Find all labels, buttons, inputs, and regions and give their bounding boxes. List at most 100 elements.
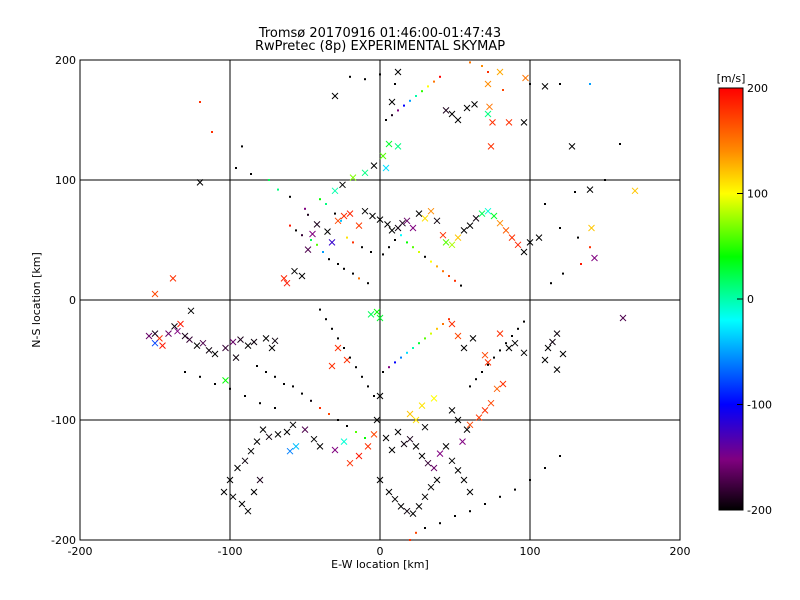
data-point-cross bbox=[397, 503, 405, 510]
data-point-dot bbox=[454, 279, 456, 282]
data-point-dot bbox=[268, 179, 270, 181]
data-point-dot bbox=[406, 351, 408, 354]
data-point-cross bbox=[454, 467, 462, 474]
data-point-dot bbox=[259, 402, 261, 405]
data-point-cross bbox=[466, 488, 474, 496]
data-point-dot bbox=[295, 229, 297, 232]
data-point-cross bbox=[466, 222, 474, 229]
data-point-cross bbox=[313, 221, 321, 228]
data-point-cross bbox=[159, 342, 166, 349]
data-point-dot bbox=[544, 467, 546, 469]
data-point-cross bbox=[459, 438, 466, 445]
data-point-cross bbox=[234, 464, 241, 472]
data-point-dot bbox=[337, 263, 339, 265]
data-point-dot bbox=[448, 318, 450, 321]
x-tick-label: 200 bbox=[670, 545, 691, 558]
data-point-dot bbox=[340, 219, 342, 222]
data-point-cross bbox=[222, 377, 229, 384]
data-point-dot bbox=[460, 284, 462, 287]
data-point-dot bbox=[502, 89, 504, 91]
data-point-dot bbox=[364, 78, 366, 81]
data-point-dot bbox=[493, 356, 495, 359]
data-point-cross bbox=[415, 503, 423, 510]
data-point-cross bbox=[430, 464, 438, 472]
data-point-cross bbox=[370, 431, 378, 438]
data-point-dot bbox=[394, 239, 396, 241]
data-point-dot bbox=[511, 335, 513, 337]
data-point-cross bbox=[454, 416, 462, 424]
data-point-dot bbox=[415, 95, 417, 97]
data-point-cross bbox=[442, 239, 450, 246]
data-point-cross bbox=[274, 431, 282, 438]
data-point-dot bbox=[475, 378, 477, 381]
x-tick-label: 0 bbox=[377, 545, 384, 558]
data-point-cross bbox=[484, 359, 492, 366]
data-point-dot bbox=[352, 272, 354, 275]
data-point-dot bbox=[199, 375, 201, 378]
data-point-cross bbox=[463, 426, 471, 433]
data-point-dot bbox=[439, 522, 441, 525]
data-point-cross bbox=[169, 275, 177, 282]
data-point-dot bbox=[427, 85, 429, 88]
data-point-cross bbox=[418, 452, 426, 460]
data-point-dot bbox=[283, 383, 285, 385]
data-point-cross bbox=[346, 210, 354, 217]
data-point-cross bbox=[220, 488, 228, 496]
data-point-cross bbox=[328, 239, 336, 246]
data-point-cross bbox=[331, 92, 339, 100]
data-point-cross bbox=[394, 68, 402, 76]
x-tick-label: 100 bbox=[520, 545, 541, 558]
data-point-cross bbox=[619, 314, 627, 322]
x-tick-label: -200 bbox=[68, 545, 93, 558]
data-point-cross bbox=[460, 476, 468, 484]
data-point-cross bbox=[549, 338, 556, 346]
colorbar-tick-label: 0 bbox=[747, 293, 754, 306]
data-point-dot bbox=[319, 407, 321, 409]
data-point-dot bbox=[310, 399, 312, 402]
data-point-dot bbox=[430, 260, 432, 263]
data-point-dot bbox=[199, 101, 201, 103]
data-point-dot bbox=[409, 99, 411, 102]
data-point-cross bbox=[412, 443, 420, 450]
data-point-dot bbox=[418, 251, 420, 253]
data-point-cross bbox=[280, 275, 288, 282]
data-point-dot bbox=[364, 437, 366, 439]
chart-subtitle: RwPretec (8p) EXPERIMENTAL SKYMAP bbox=[255, 39, 505, 54]
data-point-cross bbox=[496, 330, 504, 337]
data-point-cross bbox=[448, 241, 456, 249]
data-point-cross bbox=[232, 354, 240, 361]
data-point-cross bbox=[454, 332, 462, 340]
data-point-dot bbox=[424, 255, 426, 258]
data-point-cross bbox=[186, 336, 193, 343]
axis-ticks: -200 -100 0 100 200 -200 -100 0 100 200 bbox=[51, 54, 690, 558]
data-point-cross bbox=[454, 116, 462, 124]
data-point-dot bbox=[328, 413, 330, 415]
data-point-dot bbox=[559, 83, 561, 85]
data-point-dot bbox=[265, 371, 267, 373]
data-point-cross bbox=[421, 493, 429, 501]
data-point-cross bbox=[361, 169, 369, 177]
data-point-dot bbox=[319, 308, 321, 311]
data-point-dot bbox=[229, 387, 231, 390]
data-points bbox=[145, 61, 639, 541]
data-point-cross bbox=[286, 447, 294, 455]
data-point-cross bbox=[349, 174, 357, 181]
data-point-cross bbox=[310, 435, 318, 443]
data-point-cross bbox=[520, 119, 528, 126]
data-point-cross bbox=[427, 483, 435, 491]
data-point-cross bbox=[541, 356, 549, 364]
data-point-cross bbox=[388, 98, 396, 106]
data-point-dot bbox=[211, 131, 213, 133]
data-point-dot bbox=[385, 119, 387, 121]
data-point-cross bbox=[151, 339, 159, 347]
data-point-cross bbox=[541, 83, 549, 90]
data-point-dot bbox=[382, 253, 384, 256]
data-point-cross bbox=[460, 344, 468, 352]
data-point-cross bbox=[292, 443, 300, 450]
data-point-cross bbox=[391, 495, 399, 503]
data-point-cross bbox=[511, 339, 519, 347]
data-point-cross bbox=[301, 426, 309, 433]
colorbar-tick-label: 200 bbox=[747, 82, 768, 95]
data-point-dot bbox=[289, 224, 291, 227]
data-point-cross bbox=[484, 80, 492, 88]
